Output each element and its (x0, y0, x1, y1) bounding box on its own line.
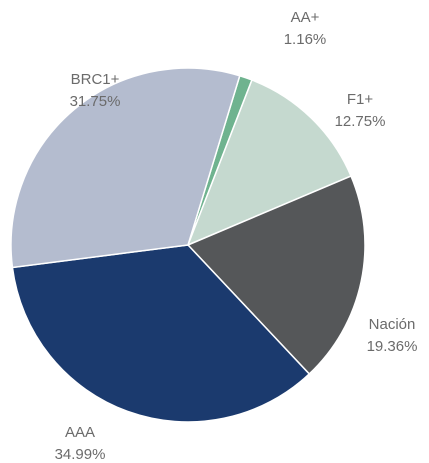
pie-slice (10, 67, 241, 269)
slice-label: AAA (65, 424, 95, 441)
slice-value-label: 12.75% (335, 113, 386, 130)
slice-label: F1+ (347, 91, 374, 108)
pie-slice (186, 78, 352, 247)
slice-value-label: 19.36% (367, 338, 418, 355)
slice-label: AA+ (291, 9, 320, 26)
slice-value-label: 1.16% (284, 31, 327, 48)
slice-label: BRC1+ (71, 71, 120, 88)
slice-value-label: 31.75% (70, 93, 121, 110)
slice-value-label: 34.99% (55, 446, 106, 463)
pie-slice (186, 175, 366, 376)
slice-label: Nación (369, 316, 416, 333)
pie-slice (11, 244, 311, 423)
